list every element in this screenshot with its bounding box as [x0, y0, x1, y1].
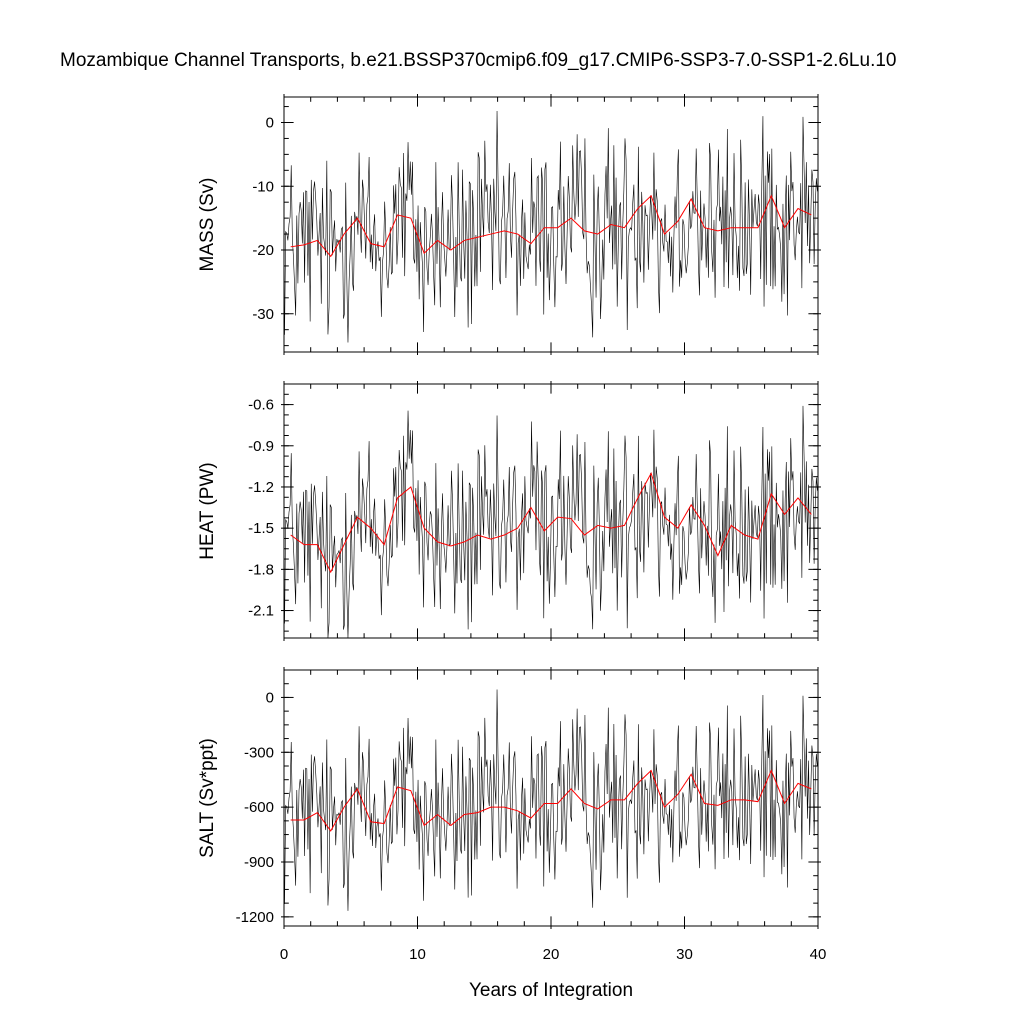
x-tick-label: 30	[676, 946, 693, 963]
y-tick-label: -20	[252, 242, 274, 259]
y-tick-label: 0	[266, 115, 274, 132]
panel-3: 0 -300 -600 -900 -1200 SALT (Sv*ppt)	[197, 667, 821, 929]
y-tick-label: -300	[244, 744, 274, 761]
monthly-series	[284, 689, 818, 911]
annual-mean-series	[290, 471, 812, 574]
y-axis-label: SALT (Sv*ppt)	[197, 738, 218, 858]
y-tick-label: -1.8	[248, 561, 274, 578]
y-tick-label: -600	[244, 799, 274, 816]
x-tick-label: 10	[409, 946, 426, 963]
y-tick-label: -0.6	[248, 397, 274, 414]
x-tick-label: 20	[543, 946, 560, 963]
monthly-series	[284, 405, 818, 639]
y-axis-label: MASS (Sv)	[197, 178, 218, 272]
y-axis-label: HEAT (PW)	[197, 462, 218, 559]
y-tick-label: -10	[252, 178, 274, 195]
panel-frame	[283, 383, 819, 639]
y-tick-label: -2.1	[248, 603, 274, 620]
y-tick-label: -0.9	[248, 438, 274, 455]
annual-mean-series	[290, 194, 812, 258]
chart-title: Mozambique Channel Transports, b.e21.BSS…	[60, 50, 896, 71]
monthly-series	[284, 110, 818, 343]
panel-2: -0.6 -0.9 -1.2 -1.5 -1.8 -2.1 HEAT (PW)	[197, 381, 821, 641]
y-tick-label: -1200	[236, 909, 274, 926]
x-tick-label: 40	[810, 946, 827, 963]
y-tick-label: -1.5	[248, 520, 274, 537]
annual-mean-series	[290, 769, 812, 832]
y-tick-label: -900	[244, 854, 274, 871]
x-axis-label: Years of Integration	[469, 980, 633, 1001]
y-tick-label: -1.2	[248, 479, 274, 496]
x-tick-label: 0	[280, 946, 288, 963]
y-tick-label: -30	[252, 306, 274, 323]
panel-1: 0 -10 -20 -30 MASS (Sv)	[197, 94, 821, 355]
y-tick-label: 0	[266, 689, 274, 706]
